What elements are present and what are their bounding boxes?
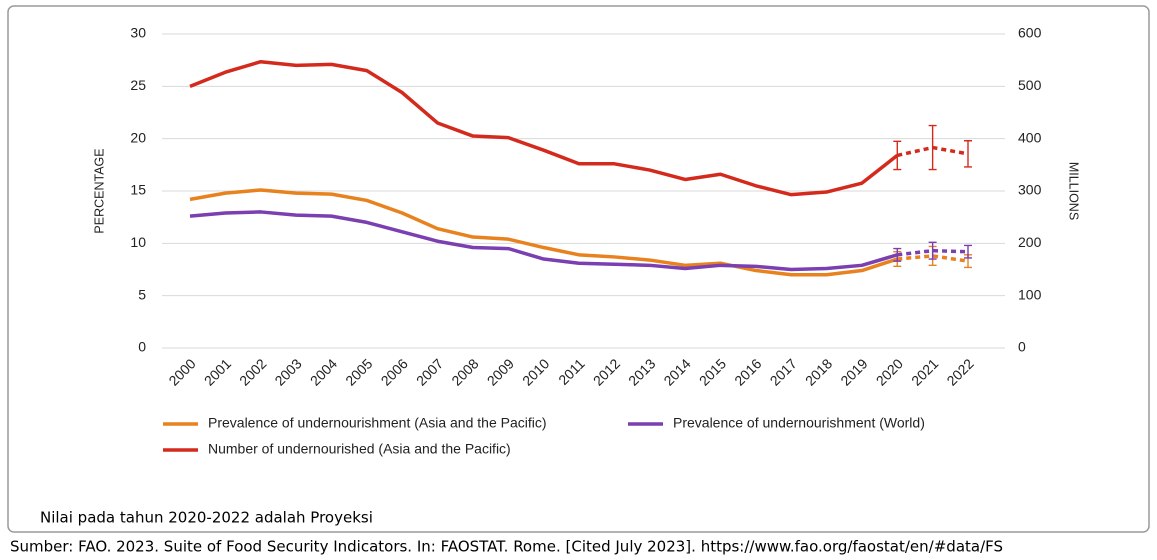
y2-tick-label: 200 (1018, 234, 1042, 250)
x-tick-label: 2012 (590, 355, 623, 388)
series-line (189, 210, 898, 272)
y-tick-label: 10 (130, 234, 146, 250)
x-tick-label: 2017 (767, 355, 800, 388)
x-tick-label: 2021 (908, 355, 941, 388)
x-tick-label: 2015 (696, 355, 729, 388)
error-bar (928, 124, 937, 171)
error-bar (964, 140, 972, 168)
y2-tick-label: 0 (1018, 339, 1026, 355)
y-axis-label: PERCENTAGE (92, 148, 106, 233)
x-tick-label: 2019 (837, 355, 870, 388)
y-tick-label: 15 (130, 182, 146, 198)
y-tick-label: 30 (130, 25, 146, 41)
legend-label: Prevalence of undernourishment (Asia and… (208, 415, 547, 431)
y2-tick-label: 600 (1018, 25, 1042, 41)
y2-tick-label: 100 (1018, 286, 1042, 302)
x-tick-label: 2009 (484, 355, 517, 388)
note: Nilai pada tahun 2020-2022 adalah Proyek… (40, 509, 373, 527)
x-tick-label: 2010 (519, 355, 552, 388)
x-tick-label: 2022 (943, 355, 976, 388)
series-line (897, 254, 969, 263)
error-bar (893, 140, 902, 171)
x-tick-label: 2007 (413, 355, 446, 388)
legend-label: Prevalence of undernourishment (World) (673, 415, 925, 431)
x-tick-label: 2000 (165, 355, 198, 388)
x-tick-label: 2005 (342, 355, 375, 388)
y2-axis-label: MILLIONS (1067, 162, 1081, 220)
x-tick-label: 2006 (378, 355, 411, 388)
x-tick-label: 2002 (236, 355, 269, 388)
x-tick-label: 2014 (660, 355, 693, 388)
y2-tick-label: 400 (1018, 129, 1042, 145)
error-bar (928, 241, 937, 260)
y-tick-label: 25 (130, 77, 146, 93)
x-tick-label: 2013 (625, 355, 658, 388)
x-tick-label: 2020 (873, 355, 906, 388)
x-tick-label: 2004 (307, 355, 340, 388)
x-tick-label: 2001 (201, 355, 234, 388)
x-tick-label: 2008 (448, 355, 481, 388)
y2-tick-label: 300 (1018, 182, 1042, 198)
x-tick-label: 2011 (555, 355, 588, 388)
source: Sumber: FAO. 2023. Suite of Food Securit… (10, 538, 1003, 556)
series-line (189, 59, 899, 197)
error-bar (893, 247, 902, 262)
error-bar (964, 244, 972, 259)
chart-frame (7, 5, 1150, 533)
y-tick-label: 20 (130, 129, 146, 145)
series-line (897, 248, 969, 257)
x-tick-label: 2018 (802, 355, 835, 388)
y2-tick-label: 500 (1018, 77, 1042, 93)
y-tick-label: 5 (138, 286, 146, 302)
legend-label: Number of undernourished (Asia and the P… (208, 441, 511, 457)
x-tick-label: 2016 (731, 355, 764, 388)
series-line (189, 188, 898, 277)
y-tick-label: 0 (138, 339, 146, 355)
x-tick-label: 2003 (271, 355, 304, 388)
